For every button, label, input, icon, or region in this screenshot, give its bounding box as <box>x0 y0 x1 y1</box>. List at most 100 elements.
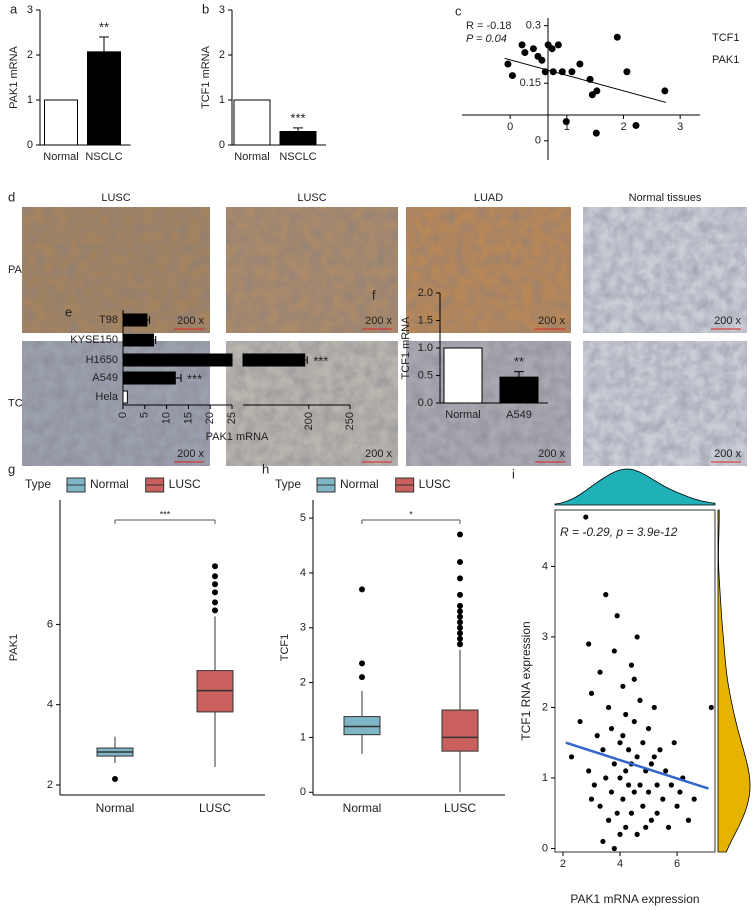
magnification: 200 x <box>538 315 565 327</box>
bar <box>122 313 148 327</box>
outlier <box>457 641 463 648</box>
point <box>606 704 612 711</box>
micrograph-texture <box>583 341 747 466</box>
point <box>508 72 516 80</box>
point <box>625 782 632 788</box>
y-tick-label: 1.5 <box>418 314 433 326</box>
point <box>592 129 600 137</box>
x-tick-label: 6 <box>674 858 680 870</box>
panel-label: d <box>8 189 15 204</box>
panel-label: h <box>262 461 269 476</box>
y-tick-label: 2 <box>27 49 33 61</box>
x-tick-label: A549 <box>506 409 532 421</box>
outlier <box>212 563 218 570</box>
significance: ** <box>99 19 109 34</box>
panel-label: a <box>10 1 18 16</box>
magnification: 200 x <box>177 448 204 460</box>
outlier <box>457 602 463 609</box>
magnification: 200 x <box>714 315 741 327</box>
point <box>623 68 631 76</box>
outlier <box>212 589 218 596</box>
panel-label: e <box>65 304 72 319</box>
point <box>623 824 629 830</box>
y-tick-label: 3 <box>219 4 225 16</box>
point <box>657 747 663 753</box>
point <box>521 49 529 57</box>
bar <box>233 99 271 146</box>
point <box>586 768 592 774</box>
y-axis-label: PAK1 <box>8 634 20 661</box>
point <box>620 796 626 802</box>
y-tick-label: 0.0 <box>418 397 433 409</box>
column-header: LUSC <box>101 192 130 204</box>
panel-label: g <box>8 461 15 476</box>
column-header: Normal tissues <box>629 192 702 204</box>
x-tick-label: 2 <box>560 858 566 870</box>
point <box>631 789 637 795</box>
point <box>631 718 637 725</box>
point <box>674 803 680 809</box>
point <box>661 87 669 95</box>
x-tick-label: 0 <box>507 121 513 133</box>
point <box>608 789 615 795</box>
y-axis-label: PAK1 mRNA <box>8 45 20 108</box>
y-axis-label: TCF1 <box>279 634 291 662</box>
x-axis-label: PAK1 mRNA <box>206 431 269 443</box>
point <box>654 810 660 816</box>
y-tick-label: 2 <box>219 49 225 61</box>
y-axis-label: TCF1 mRNA <box>400 316 412 380</box>
legend-title: Type <box>25 477 51 491</box>
point <box>554 41 562 49</box>
y-axis-label: TCF1 mRNA <box>200 45 212 109</box>
y-tick-label: 0.5 <box>418 369 433 381</box>
outlier <box>212 581 218 588</box>
x-tick-label: 5 <box>139 412 151 418</box>
outlier <box>457 591 463 598</box>
y-tick-label: 2 <box>300 676 306 688</box>
point <box>660 796 666 802</box>
micrograph-texture <box>226 207 398 333</box>
point <box>617 740 623 746</box>
significance: ** <box>514 354 524 369</box>
legend-label: TCF1 <box>712 32 740 44</box>
point <box>597 803 603 809</box>
outlier <box>457 630 463 637</box>
point <box>518 41 526 49</box>
y-tick-label: KYSE150 <box>70 334 118 346</box>
point <box>620 683 626 689</box>
outlier <box>359 674 365 681</box>
bar <box>122 353 233 367</box>
y-tick-label: 6 <box>47 618 53 630</box>
point <box>593 87 601 95</box>
x-tick-label: 4 <box>617 858 623 870</box>
y-tick-label: 0 <box>535 135 541 147</box>
point <box>648 817 654 823</box>
magnification: 200 x <box>714 448 741 460</box>
point <box>586 641 592 647</box>
y-tick-label: 1 <box>27 94 33 106</box>
legend-label: LUSC <box>419 477 451 491</box>
point <box>614 613 620 619</box>
outlier <box>457 613 463 620</box>
x-tick-label: Normal <box>96 801 135 815</box>
point <box>637 782 643 788</box>
outlier <box>457 558 463 565</box>
y-density <box>717 509 751 853</box>
y-tick-label: A549 <box>92 372 118 384</box>
point <box>637 697 643 703</box>
point <box>613 33 621 41</box>
point <box>640 803 646 809</box>
significance: *** <box>187 371 202 386</box>
x-tick-label: Normal <box>445 409 480 421</box>
outlier <box>359 660 365 667</box>
y-tick-label: 1 <box>542 772 548 784</box>
point <box>645 789 652 795</box>
point <box>617 775 623 781</box>
panel-label: i <box>512 466 515 481</box>
magnification: 200 x <box>177 315 204 327</box>
point <box>577 718 583 725</box>
y-tick-label: 0.15 <box>520 77 541 89</box>
outlier <box>457 608 463 615</box>
point <box>600 838 606 845</box>
point <box>677 789 683 795</box>
